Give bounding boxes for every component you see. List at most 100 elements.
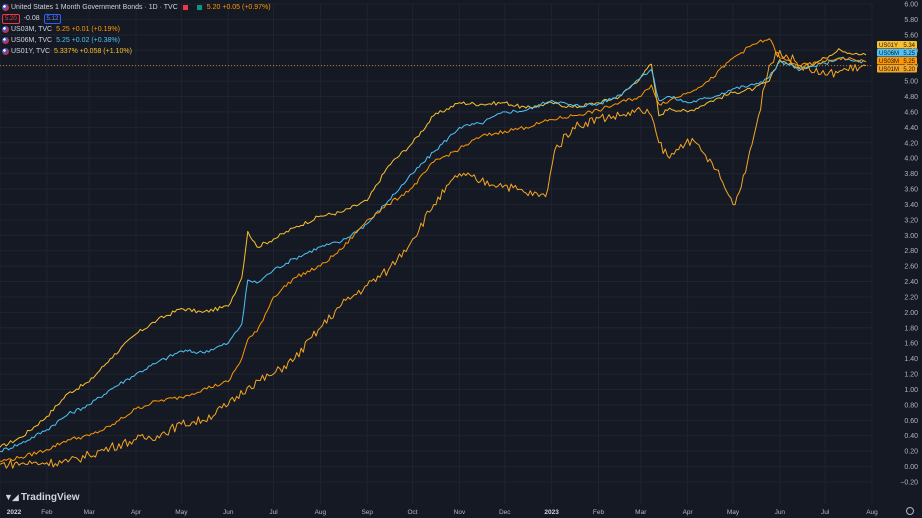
tradingview-logo[interactable]: ▼◢ TradingView — [4, 492, 80, 503]
legend-change: +0.058 (+1.10%) — [79, 48, 132, 55]
price-tag-bg — [877, 65, 917, 73]
y-tick-label: 4.40 — [904, 125, 918, 132]
bid-pill[interactable]: 5.20 — [2, 13, 20, 24]
y-tick-label: 4.20 — [904, 140, 918, 147]
legend: United States 1 Month Government Bonds ·… — [2, 2, 271, 57]
y-tick-label: 5.80 — [904, 17, 918, 24]
y-tick-label: 0.40 — [904, 433, 918, 440]
price-tag-bg — [877, 49, 917, 57]
y-tick-label: 2.00 — [904, 310, 918, 317]
legend-value: 5.25 — [56, 26, 70, 33]
spread-value: -0.08 — [23, 15, 40, 22]
us-flag-icon — [2, 26, 9, 33]
series-line-us06m — [0, 56, 867, 453]
x-tick-label: Dec — [499, 509, 511, 516]
x-tick-label: 2023 — [544, 509, 559, 516]
price-tag-value: 5.25 — [903, 51, 915, 57]
y-tick-label: 3.80 — [904, 171, 918, 178]
legend-symbol: US03M, TVC — [11, 26, 53, 33]
tradingview-logo-icon: ▼◢ — [4, 492, 19, 502]
price-tag-us03m: US03M 5.25 — [877, 57, 917, 65]
x-tick-label: Nov — [454, 509, 466, 516]
price-tag-label: US03M — [879, 59, 899, 65]
x-tick-label: Mar — [635, 509, 647, 516]
series-group — [0, 38, 867, 469]
y-tick-label: 3.20 — [904, 217, 918, 224]
legend-change: +0.02 (+0.38%) — [71, 37, 120, 44]
series-line-us03m — [0, 38, 867, 462]
y-tick-label: 5.00 — [904, 79, 918, 86]
market-open-icon — [196, 5, 202, 10]
us-flag-icon — [2, 48, 9, 55]
series-line-us01y — [0, 48, 867, 448]
legend-row-us03m[interactable]: US03M, TVC 5.25 +0.01 (+0.19%) — [2, 24, 271, 35]
y-tick-label: 0.80 — [904, 402, 918, 409]
legend-main-row[interactable]: United States 1 Month Government Bonds ·… — [2, 2, 271, 13]
x-tick-label: Jul — [269, 509, 278, 516]
x-tick-label: Aug — [315, 509, 327, 516]
price-tag-bg — [877, 57, 917, 65]
x-tick-label: Feb — [41, 509, 53, 516]
y-tick-label: −0.20 — [900, 480, 918, 487]
y-tick-label: 1.20 — [904, 372, 918, 379]
legend-change: +0.01 (+0.19%) — [71, 26, 120, 33]
y-tick-label: 1.60 — [904, 341, 918, 348]
x-tick-label: 2022 — [7, 509, 22, 516]
y-axis[interactable]: 6.005.805.605.405.205.004.804.604.404.20… — [900, 2, 918, 487]
us-flag-icon — [2, 4, 9, 11]
y-tick-label: 4.80 — [904, 94, 918, 101]
price-tag-us01y: US01Y 5.34 — [877, 41, 917, 49]
price-tag-value: 5.20 — [903, 67, 915, 73]
legend-row-us01y[interactable]: US01Y, TVC 5.337% +0.058 (+1.10%) — [2, 46, 271, 57]
x-tick-label: May — [727, 509, 740, 516]
logo-text: TradingView — [20, 492, 80, 503]
y-tick-label: 2.40 — [904, 279, 918, 286]
y-tick-label: 2.80 — [904, 248, 918, 255]
x-tick-label: Aug — [866, 509, 878, 516]
series-line-us01m — [0, 49, 867, 469]
y-tick-label: 3.40 — [904, 202, 918, 209]
price-tag-value: 5.25 — [903, 59, 915, 65]
ask-pill[interactable]: 5.12 — [43, 13, 62, 24]
y-tick-label: 1.80 — [904, 325, 918, 332]
price-tags: US01Y 5.34 US06M 5.25 US03M 5.25 US01M 5.20 — [877, 41, 917, 73]
price-tag-label: US06M — [879, 51, 899, 57]
x-tick-label: Sep — [361, 509, 373, 516]
price-tag-value: 5.34 — [903, 43, 915, 49]
x-tick-label: Apr — [683, 509, 694, 516]
y-tick-label: 4.00 — [904, 156, 918, 163]
x-tick-label: Jun — [775, 509, 786, 516]
alert-icon[interactable] — [182, 5, 188, 10]
y-tick-label: 2.20 — [904, 294, 918, 301]
x-tick-label: Jul — [821, 509, 830, 516]
y-tick-label: 1.00 — [904, 387, 918, 394]
price-tag-label: US01M — [879, 67, 899, 73]
y-tick-label: 5.60 — [904, 32, 918, 39]
y-tick-label: 3.60 — [904, 187, 918, 194]
y-tick-label: 2.60 — [904, 264, 918, 271]
x-tick-label: Jun — [223, 509, 234, 516]
y-tick-label: 6.00 — [904, 2, 918, 9]
price-tag-bg — [877, 41, 917, 49]
x-axis[interactable]: 2022 Feb Mar Apr May Jun Jul Aug Sep Oct Nov Dec 202… — [7, 507, 914, 517]
legend-main-value: 5.20 +0.05 (+0.97%) — [206, 4, 271, 11]
price-tag-label: US01Y — [879, 43, 898, 49]
y-tick-label: 0.60 — [904, 418, 918, 425]
x-tick-label: Oct — [408, 509, 418, 516]
legend-value: 5.25 — [56, 37, 70, 44]
y-tick-label: 0.00 — [904, 464, 918, 471]
y-tick-label: 3.00 — [904, 233, 918, 240]
legend-value: 5.337% — [54, 48, 78, 55]
settings-icon[interactable] — [906, 507, 914, 515]
legend-title: United States 1 Month Government Bonds ·… — [11, 4, 178, 11]
x-tick-label: May — [175, 509, 188, 516]
x-tick-label: Feb — [593, 509, 605, 516]
bid-ask-row: 5.20 -0.08 5.12 — [2, 13, 271, 24]
us-flag-icon — [2, 37, 9, 44]
legend-symbol: US06M, TVC — [11, 37, 53, 44]
price-tag-us06m: US06M 5.25 — [877, 49, 917, 57]
legend-row-us06m[interactable]: US06M, TVC 5.25 +0.02 (+0.38%) — [2, 35, 271, 46]
x-tick-label: Mar — [84, 509, 96, 516]
